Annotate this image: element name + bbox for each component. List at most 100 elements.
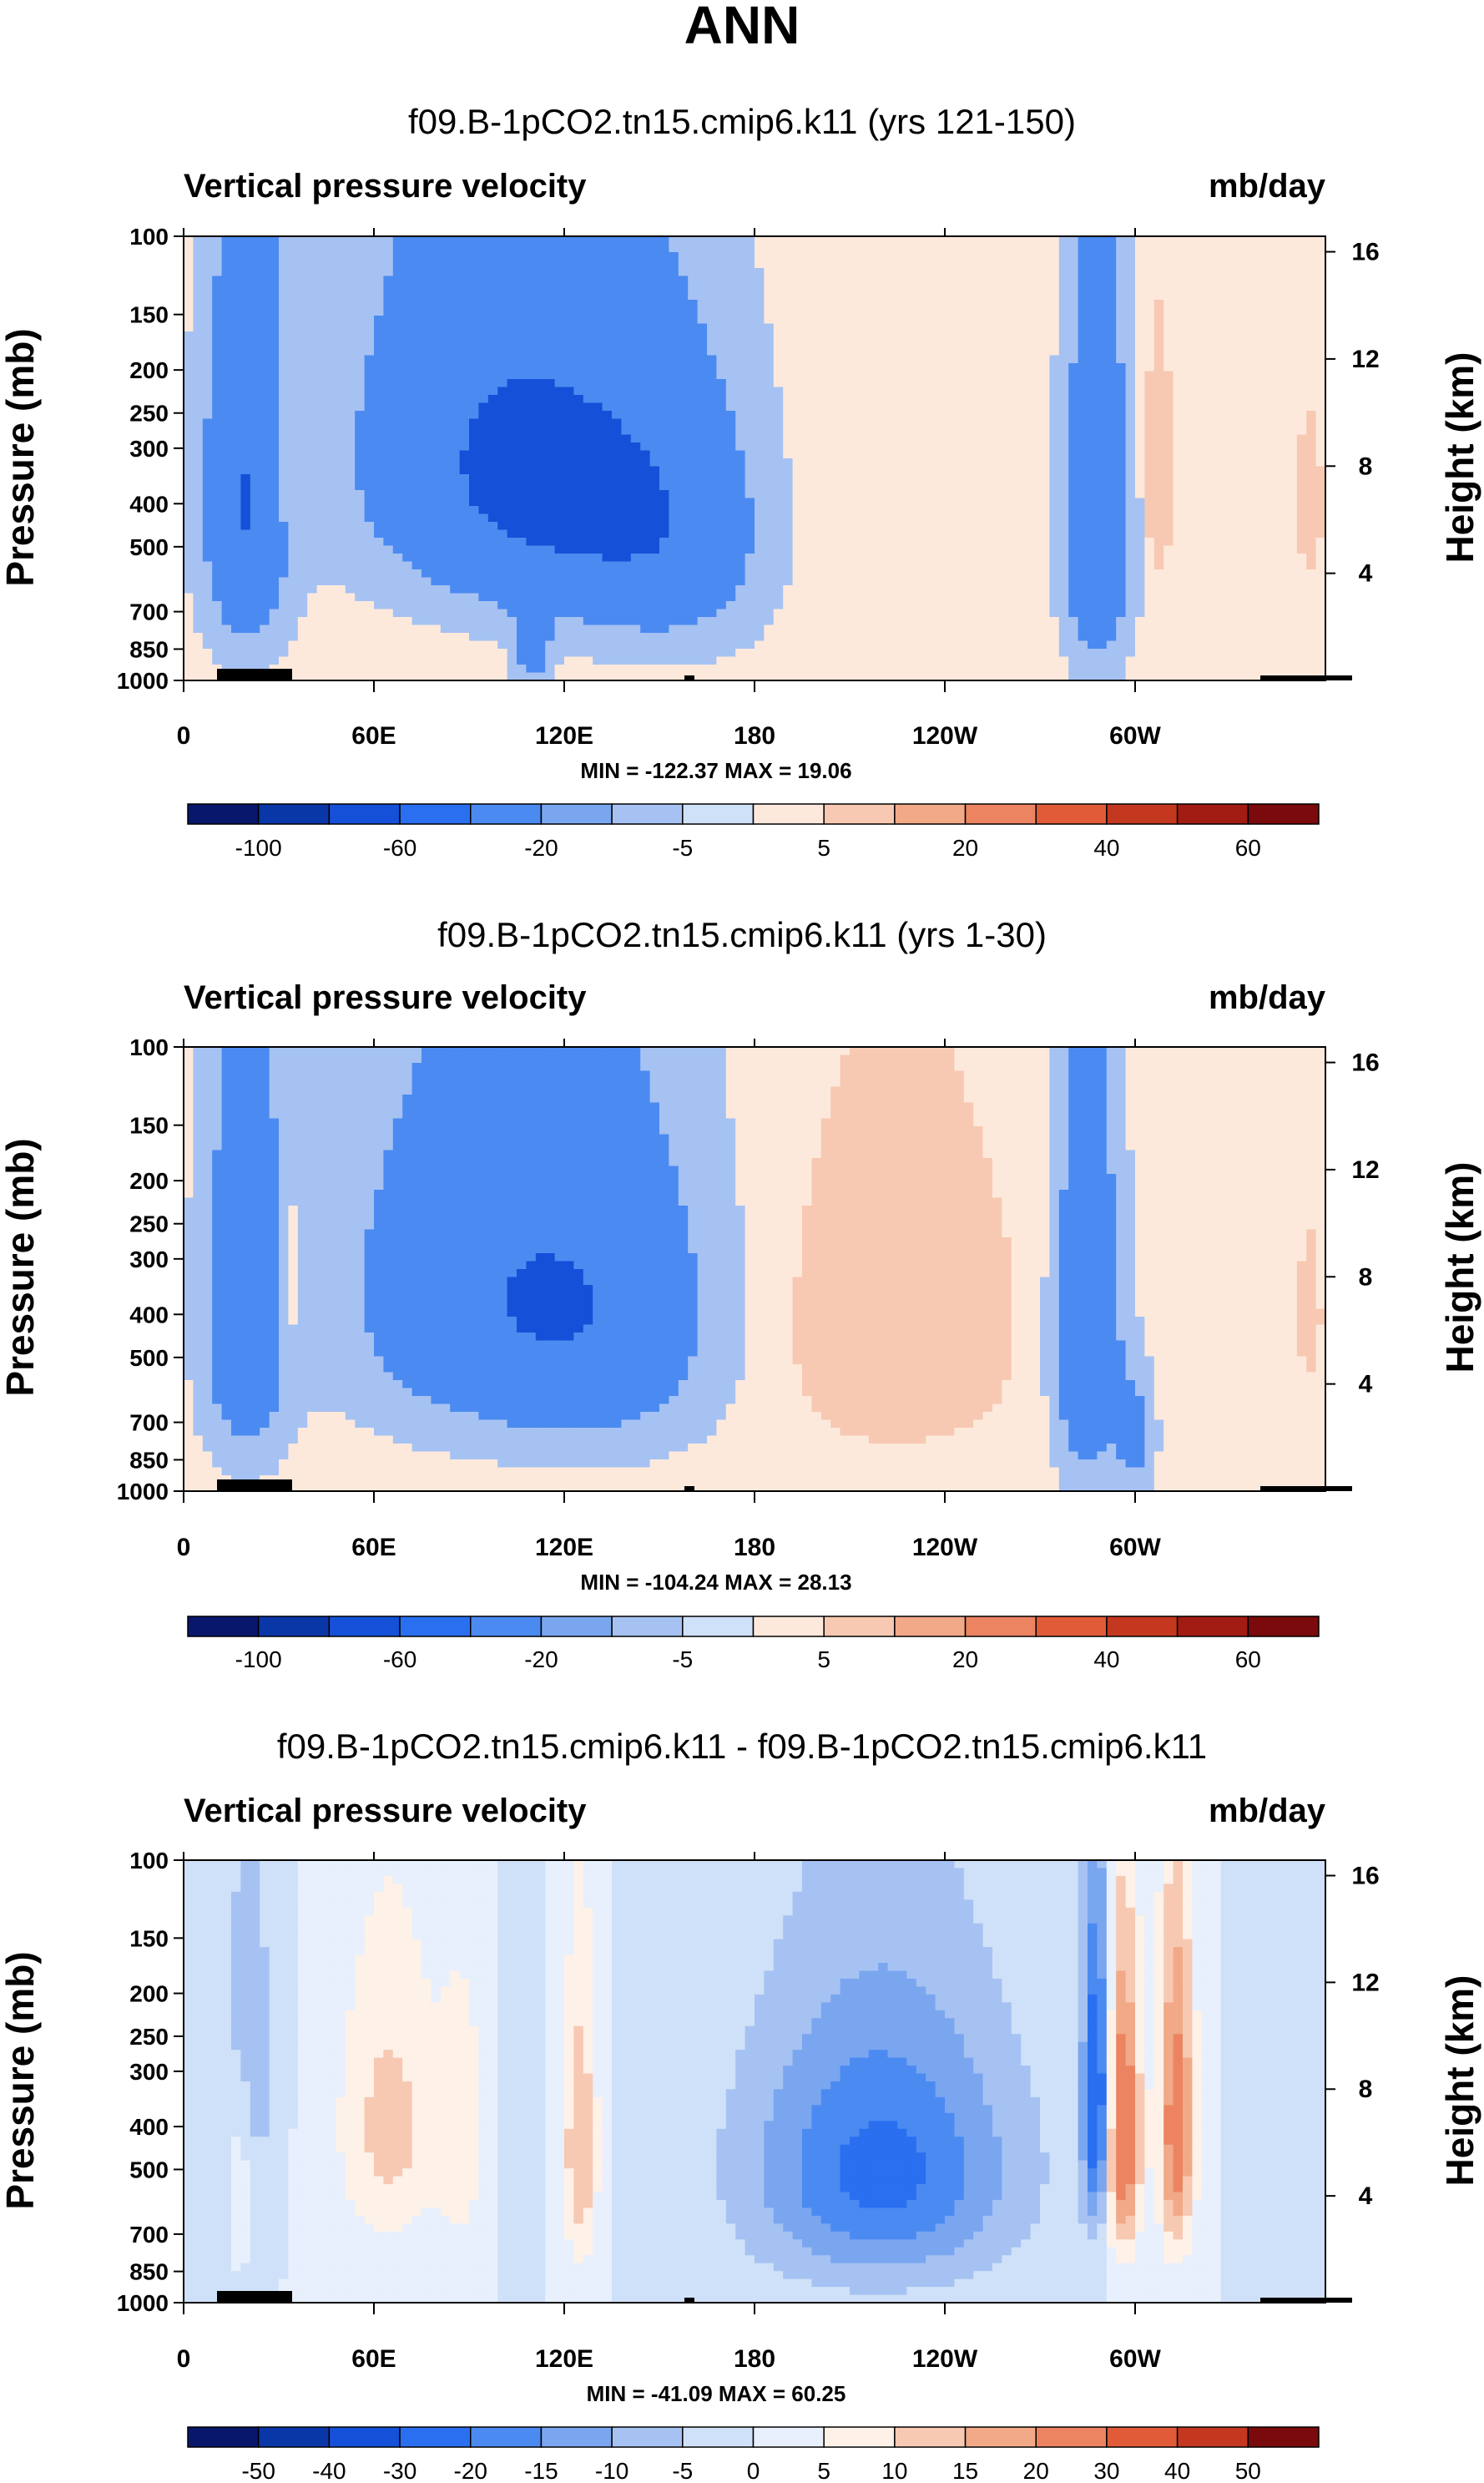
field-cell — [450, 260, 461, 269]
field-cell — [783, 307, 794, 316]
field-cell — [469, 371, 479, 380]
field-cell — [649, 387, 660, 396]
field-cell — [963, 300, 974, 309]
field-cell — [669, 402, 679, 412]
field-cell — [926, 482, 936, 491]
field-cell — [830, 506, 841, 515]
field-cell — [1259, 395, 1269, 404]
field-cell — [374, 276, 384, 285]
field-cell — [1163, 538, 1174, 547]
field-cell — [583, 300, 593, 309]
field-cell — [497, 331, 508, 341]
field-cell — [935, 300, 946, 309]
field-cell — [297, 347, 308, 357]
field-cell — [1220, 387, 1231, 396]
field-cell — [279, 498, 289, 507]
field-cell — [1030, 402, 1041, 412]
field-cell — [612, 339, 622, 348]
field-cell — [202, 411, 213, 420]
field-cell — [1125, 513, 1136, 523]
field-cell — [583, 554, 593, 563]
field-cell — [678, 307, 689, 316]
field-cell — [783, 561, 794, 570]
field-cell — [1278, 395, 1288, 404]
field-cell — [1287, 339, 1298, 348]
field-cell — [1144, 498, 1155, 507]
field-cell — [364, 418, 375, 427]
field-cell — [602, 442, 613, 452]
field-cell — [1315, 323, 1326, 332]
field-cell — [1183, 522, 1193, 531]
field-cell — [374, 379, 384, 388]
field-cell — [1163, 260, 1174, 269]
field-cell — [630, 513, 641, 523]
field-cell — [1287, 474, 1298, 483]
field-cell — [1211, 402, 1222, 412]
field-cell — [450, 323, 461, 332]
field-cell — [202, 402, 213, 412]
field-cell — [231, 284, 241, 293]
field-cell — [1220, 363, 1231, 372]
field-cell — [345, 506, 356, 515]
field-cell — [935, 236, 946, 245]
field-cell — [240, 323, 251, 332]
field-cell — [1296, 300, 1307, 309]
field-cell — [868, 355, 879, 364]
field-cell — [269, 300, 280, 309]
field-cell — [1068, 347, 1079, 357]
field-cell — [450, 490, 461, 499]
field-cell — [1249, 482, 1259, 491]
field-cell — [850, 339, 860, 348]
field-cell — [707, 434, 717, 443]
field-cell — [250, 379, 260, 388]
field-cell — [926, 402, 936, 412]
field-cell — [487, 554, 498, 563]
field-cell — [1049, 355, 1060, 364]
field-cell — [593, 379, 603, 388]
field-cell — [459, 466, 470, 475]
field-cell — [431, 545, 442, 554]
field-cell — [1068, 387, 1079, 396]
field-cell — [193, 316, 204, 325]
field-cell — [926, 427, 936, 436]
field-cell — [564, 371, 574, 380]
field-cell — [184, 490, 194, 499]
field-cell — [802, 538, 812, 547]
field-cell — [783, 529, 794, 539]
field-cell — [1173, 402, 1184, 412]
field-cell — [307, 276, 318, 285]
field-cell — [374, 529, 384, 539]
field-cell — [850, 466, 860, 475]
field-cell — [859, 466, 870, 475]
field-cell — [716, 545, 727, 554]
field-cell — [859, 244, 870, 253]
field-cell — [1116, 300, 1127, 309]
field-cell — [326, 331, 336, 341]
field-cell — [745, 538, 755, 547]
field-cell — [497, 347, 508, 357]
field-cell — [716, 307, 727, 316]
field-cell — [535, 395, 546, 404]
field-cell — [1040, 506, 1050, 515]
field-cell — [1287, 307, 1298, 316]
field-cell — [392, 260, 403, 269]
field-cell — [478, 284, 489, 293]
field-cell — [707, 418, 717, 427]
field-cell — [926, 363, 936, 372]
field-cell — [431, 529, 442, 539]
field-cell — [926, 442, 936, 452]
field-cell — [431, 427, 442, 436]
field-cell — [554, 506, 565, 515]
field-cell — [573, 379, 584, 388]
field-cell — [802, 252, 812, 261]
field-cell — [1211, 300, 1222, 309]
field-cell — [1173, 522, 1184, 531]
field-cell — [1230, 554, 1240, 563]
field-cell — [221, 538, 232, 547]
field-cell — [802, 466, 812, 475]
field-cell — [279, 284, 289, 293]
field-cell — [450, 538, 461, 547]
field-cell — [926, 347, 936, 357]
field-cell — [307, 418, 318, 427]
field-cell — [1125, 538, 1136, 547]
